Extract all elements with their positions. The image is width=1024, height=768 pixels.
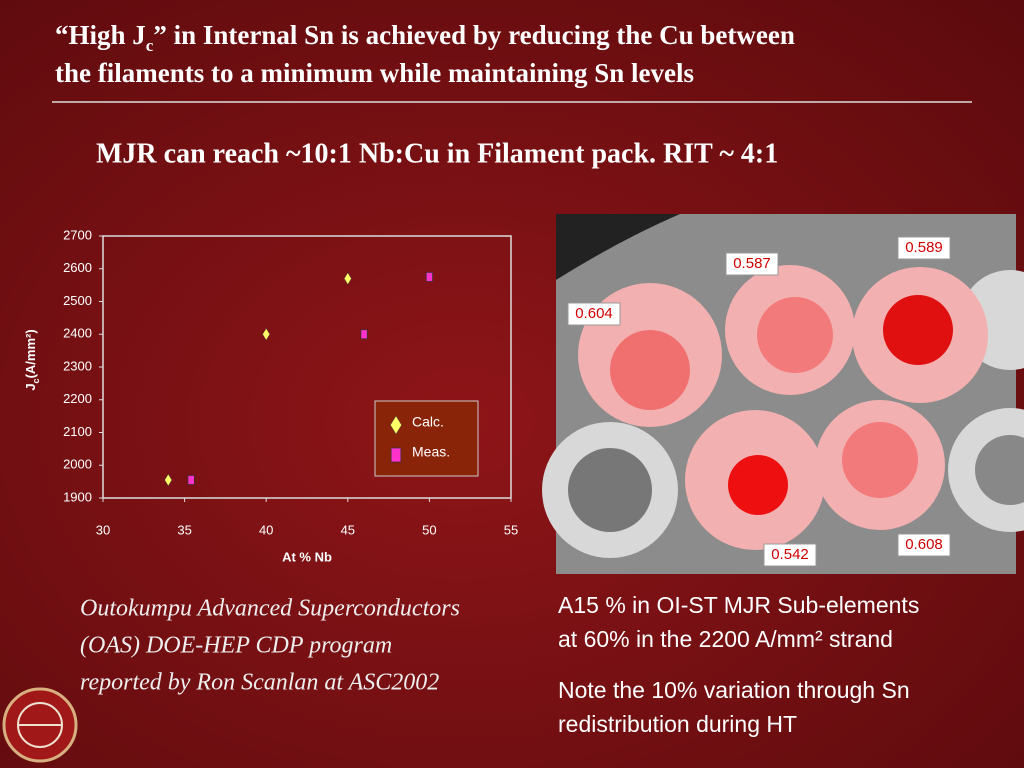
legend-box xyxy=(374,400,479,477)
y-tick-label: 2200 xyxy=(63,391,92,406)
note-line: Note the 10% variation through Sn xyxy=(558,677,910,703)
data-point xyxy=(187,475,195,485)
legend-marker xyxy=(390,415,402,435)
y-tick-label: 2400 xyxy=(63,326,92,341)
data-point xyxy=(360,329,368,340)
micrograph xyxy=(542,214,1024,574)
credit-line: (OAS) DOE-HEP CDP program xyxy=(80,633,392,659)
legend-label: Meas. xyxy=(412,444,450,460)
label-box xyxy=(897,533,951,557)
credit-line: reported by Ron Scanlan at ASC2002 xyxy=(80,670,439,696)
y-tick-label: 2500 xyxy=(63,293,92,308)
title-text: ” in Internal Sn is achieved by reducing… xyxy=(153,20,795,50)
y-label-rest: (A/mm²) xyxy=(23,329,38,378)
caption-line: at 60% in the 2200 A/mm² strand xyxy=(558,626,893,652)
logo xyxy=(2,687,78,763)
micrograph-label: 0.542 xyxy=(771,546,809,563)
title-text: “High J xyxy=(55,20,146,50)
y-tick-label: 2600 xyxy=(63,260,92,275)
y-tick-label: 2100 xyxy=(63,424,92,439)
data-point xyxy=(425,272,433,282)
label-box xyxy=(897,236,951,260)
legend-marker xyxy=(390,447,402,463)
micrograph-label: 0.608 xyxy=(905,536,943,553)
y-tick-label: 2700 xyxy=(63,227,92,242)
y-tick-label: 2300 xyxy=(63,358,92,373)
label-box xyxy=(567,302,621,326)
x-axis-label: At % Nb xyxy=(282,549,332,564)
y-tick-label: 2000 xyxy=(63,457,92,472)
x-tick-label: 45 xyxy=(341,522,355,537)
subtitle: MJR can reach ~10:1 Nb:Cu in Filament pa… xyxy=(96,138,778,169)
y-axis-label: Jc(A/mm²) xyxy=(23,329,41,390)
note-line: redistribution during HT xyxy=(558,711,797,737)
label-box xyxy=(725,252,779,276)
title-text: the filaments to a minimum while maintai… xyxy=(55,58,694,88)
micrograph-label: 0.589 xyxy=(905,239,943,256)
title-line: the filaments to a minimum while maintai… xyxy=(55,58,694,88)
x-tick-label: 30 xyxy=(96,522,110,537)
x-tick-label: 40 xyxy=(259,522,273,537)
data-point xyxy=(343,272,352,285)
x-tick-label: 35 xyxy=(177,522,191,537)
credit-line: Outokumpu Advanced Superconductors xyxy=(80,596,460,622)
x-tick-label: 50 xyxy=(422,522,436,537)
y-label-sub: c xyxy=(31,378,41,383)
title-subscript: c xyxy=(146,36,154,55)
micrograph-label: 0.587 xyxy=(733,255,771,272)
y-tick-label: 1900 xyxy=(63,489,92,504)
data-point xyxy=(262,327,271,341)
x-tick-label: 55 xyxy=(504,522,518,537)
micrograph-label: 0.604 xyxy=(575,305,613,322)
legend-label: Calc. xyxy=(412,414,444,430)
y-label-main: J xyxy=(23,383,38,390)
caption-line: A15 % in OI-ST MJR Sub-elements xyxy=(558,592,919,618)
label-box xyxy=(763,543,817,567)
data-point xyxy=(164,473,173,487)
title-line: “High Jc” in Internal Sn is achieved by … xyxy=(55,20,795,55)
